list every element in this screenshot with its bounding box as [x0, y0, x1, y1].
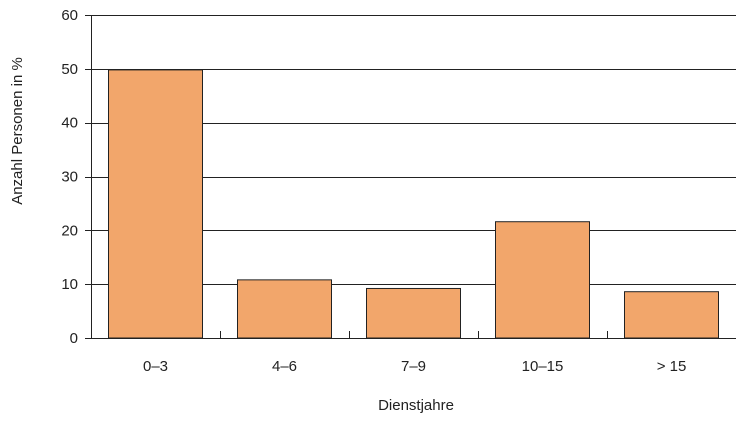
y-tick-label: 0	[70, 330, 78, 347]
axes	[85, 15, 736, 339]
x-tick-label: 7–9	[401, 358, 426, 375]
bars	[108, 69, 719, 339]
x-tick-label: 10–15	[522, 358, 564, 375]
y-tick-label: 50	[61, 61, 78, 78]
bar	[624, 291, 719, 339]
y-tick-label: 20	[61, 222, 78, 239]
x-tick-labels: 0–3 4–6 7–9 10–15 > 15	[143, 358, 686, 375]
x-axis-label: Dienstjahre	[378, 397, 454, 414]
y-tick-label: 40	[61, 115, 78, 132]
y-tick-labels: 0 10 20 30 40 50 60	[61, 7, 78, 347]
x-tick-label: 0–3	[143, 358, 168, 375]
x-tick-label: 4–6	[272, 358, 297, 375]
bar	[495, 221, 590, 339]
x-tick-label: > 15	[657, 358, 687, 375]
bar	[366, 287, 461, 339]
y-tick-label: 30	[61, 169, 78, 186]
bar	[108, 69, 203, 339]
y-axis-label: Anzahl Personen in %	[9, 57, 26, 205]
bar	[237, 279, 332, 339]
y-tick-label: 60	[61, 7, 78, 24]
y-tick-label: 10	[61, 276, 78, 293]
